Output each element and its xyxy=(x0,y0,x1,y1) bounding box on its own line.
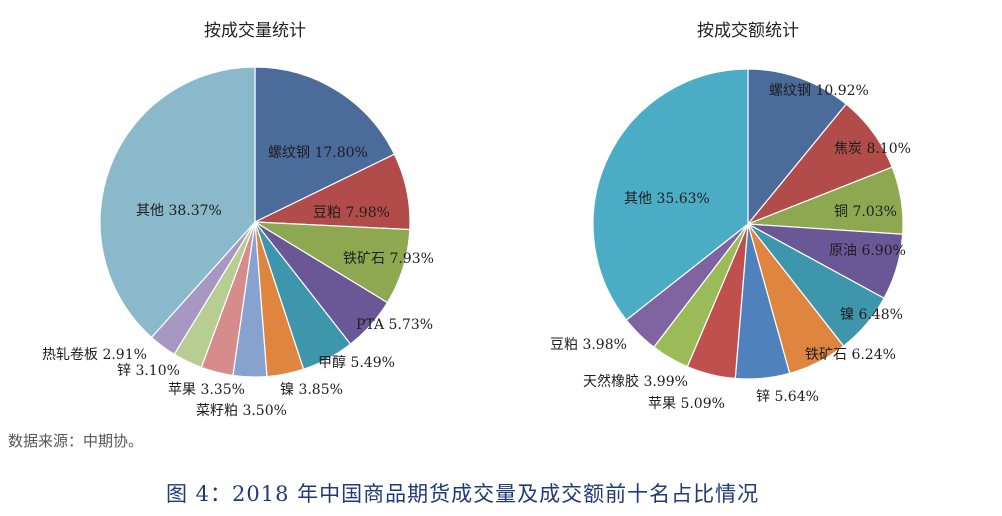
slice-label: 甲醇 5.49% xyxy=(318,355,395,371)
slice-label: 镍 6.48% xyxy=(840,307,903,323)
figure-title: 图 4：2018 年中国商品期货成交量及成交额前十名占比情况 xyxy=(166,482,760,506)
slice-label: 苹果 5.09% xyxy=(648,396,725,412)
slice-label: 热轧卷板 2.91% xyxy=(42,347,147,363)
pie-slice xyxy=(592,68,749,321)
chart-title-turnover: 按成交额统计 xyxy=(697,21,799,41)
slice-label: 菜籽粕 3.50% xyxy=(196,403,287,419)
slice-label: 镍 3.85% xyxy=(280,382,343,398)
slice-label: 其他 35.63% xyxy=(624,191,710,207)
chart-title-volume: 按成交量统计 xyxy=(204,21,306,41)
slice-label: 焦炭 8.10% xyxy=(834,141,911,157)
slice-label: 锌 3.10% xyxy=(117,363,180,379)
slice-label: 豆粕 3.98% xyxy=(550,337,627,353)
slice-label: 铁矿石 6.24% xyxy=(805,347,896,363)
slice-label: 原油 6.90% xyxy=(829,243,906,259)
pie-slice xyxy=(747,68,848,226)
slice-label: 铜 7.03% xyxy=(834,204,897,220)
slice-label: 锌 5.64% xyxy=(756,389,819,405)
slice-label: 豆粕 7.98% xyxy=(313,205,390,221)
data-source: 数据来源：中期协。 xyxy=(8,432,144,450)
slice-label: 螺纹钢 17.80% xyxy=(268,145,368,161)
slice-label: 天然橡胶 3.99% xyxy=(583,374,688,390)
slice-label: 苹果 3.35% xyxy=(168,382,245,398)
pie-slice xyxy=(99,66,256,339)
pie-slice xyxy=(254,66,396,223)
slice-label: 螺纹钢 10.92% xyxy=(769,83,869,99)
slice-label: 铁矿石 7.93% xyxy=(343,251,434,267)
slice-label: 其他 38.37% xyxy=(136,203,222,219)
slice-label: PTA 5.73% xyxy=(356,317,434,333)
